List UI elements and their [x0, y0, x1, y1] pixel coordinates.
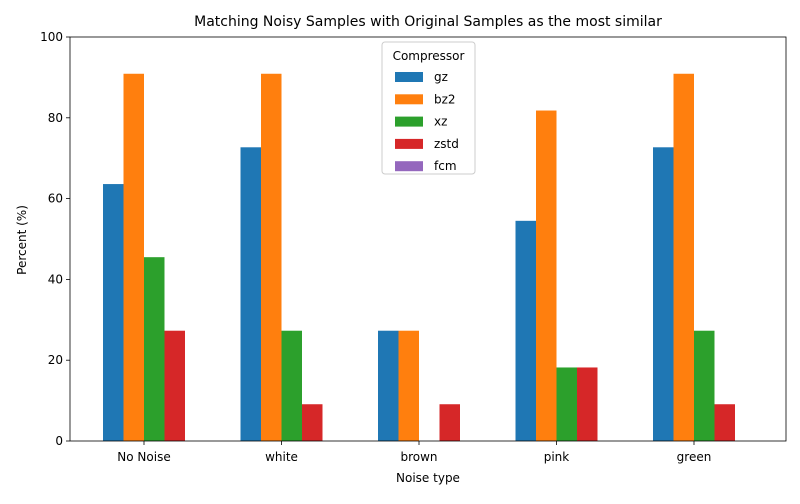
legend-swatch-zstd [395, 138, 423, 149]
legend-swatch-xz [395, 116, 423, 127]
bar-gz-2 [378, 330, 399, 441]
x-axis-label: Noise type [396, 471, 460, 485]
y-tick-label: 0 [55, 434, 63, 448]
legend-label-gz: gz [434, 70, 448, 84]
y-axis-ticks: 0 20 40 60 80 100 [40, 30, 70, 448]
plot-area [69, 36, 787, 442]
x-axis-ticks: No Noise white brown pink green [117, 441, 711, 464]
x-tick-label: No Noise [117, 450, 170, 464]
y-tick-label: 60 [48, 192, 63, 206]
legend-label-fcm: fcm [434, 159, 457, 173]
bar-bz2-4 [673, 73, 694, 441]
bar-xz-1 [281, 330, 302, 441]
bar-bz2-3 [536, 110, 557, 441]
y-tick-label: 20 [48, 353, 63, 367]
bar-xz-0 [144, 257, 165, 441]
bar-gz-4 [653, 147, 674, 442]
legend-label-zstd: zstd [434, 137, 459, 151]
y-tick-label: 80 [48, 111, 63, 125]
bar-bz2-0 [123, 73, 144, 441]
bar-bz2-1 [261, 73, 282, 441]
bar-bz2-2 [398, 330, 419, 441]
x-tick-label: green [677, 450, 712, 464]
y-tick-label: 40 [48, 272, 63, 286]
bar-xz-4 [694, 330, 715, 441]
bar-zstd-3 [577, 367, 598, 441]
x-tick-label: brown [400, 450, 437, 464]
bar-xz-3 [556, 367, 577, 441]
legend-label-xz: xz [434, 115, 447, 129]
legend-swatch-fcm [395, 161, 423, 172]
bar-zstd-2 [439, 404, 460, 441]
plot-frame [69, 36, 787, 442]
bar-zstd-4 [714, 404, 735, 441]
legend-swatch-gz [395, 72, 423, 82]
y-tick-label: 100 [40, 30, 63, 44]
bar-gz-1 [240, 147, 261, 442]
x-tick-label: white [265, 450, 298, 464]
y-axis-label: Percent (%) [15, 205, 29, 275]
legend-title: Compressor [393, 49, 465, 63]
bar-zstd-0 [164, 330, 185, 441]
legend-label-bz2: bz2 [434, 92, 456, 106]
legend: Compressor gz bz2 xz zstd fcm [381, 41, 476, 175]
bar-gz-3 [515, 220, 536, 441]
bar-zstd-1 [302, 404, 323, 441]
x-tick-label: pink [544, 450, 570, 464]
legend-swatch-bz2 [395, 94, 423, 105]
bar-gz-0 [103, 184, 124, 441]
chart-title: Matching Noisy Samples with Original Sam… [194, 14, 662, 30]
